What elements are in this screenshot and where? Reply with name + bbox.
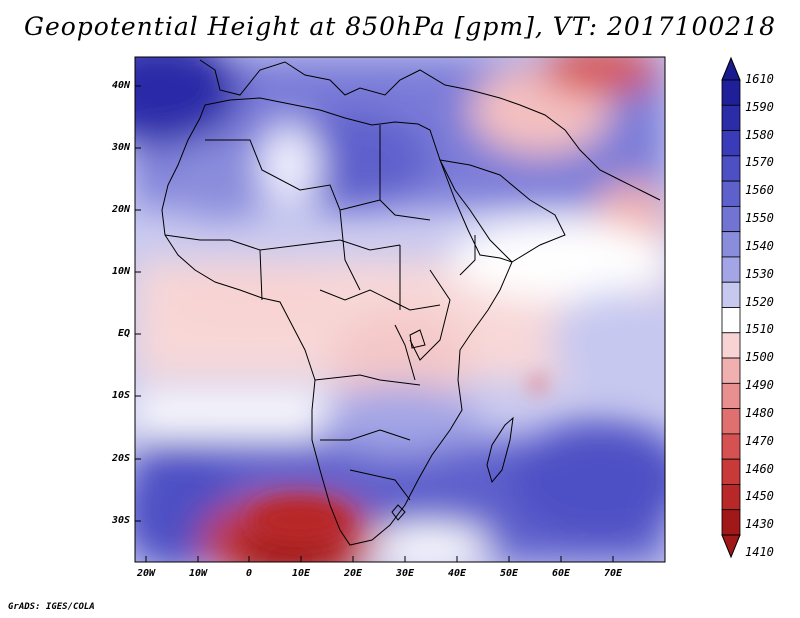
lat-label: 40N bbox=[111, 80, 130, 91]
colorbar-swatch bbox=[721, 256, 741, 283]
lat-label: EQ bbox=[117, 328, 130, 339]
colorbar-swatch bbox=[721, 79, 741, 106]
plot-frame bbox=[134, 56, 666, 563]
colorbar bbox=[721, 56, 741, 559]
lon-label: 50E bbox=[499, 568, 519, 579]
colorbar-bottom-arrow bbox=[721, 534, 741, 559]
height-field bbox=[135, 57, 665, 562]
colorbar-label: 1580 bbox=[745, 127, 774, 142]
colorbar-label: 1510 bbox=[745, 322, 774, 337]
lat-label: 10S bbox=[111, 390, 130, 401]
colorbar-top-arrow bbox=[721, 56, 741, 81]
lon-label: 0 bbox=[245, 568, 253, 579]
colorbar-swatch bbox=[721, 484, 741, 511]
colorbar-label: 1480 bbox=[745, 405, 774, 420]
colorbar-swatch bbox=[721, 458, 741, 485]
colorbar-swatch bbox=[721, 231, 741, 258]
colorbar-swatch bbox=[721, 433, 741, 460]
colorbar-label: 1520 bbox=[745, 294, 774, 309]
lat-label: 30S bbox=[111, 515, 130, 526]
colorbar-swatch bbox=[721, 205, 741, 233]
colorbar-label: 1570 bbox=[745, 155, 774, 170]
colorbar-swatch bbox=[721, 332, 741, 359]
colorbar-label: 1560 bbox=[745, 183, 774, 198]
lat-label: 10N bbox=[111, 266, 130, 277]
colorbar-label: 1430 bbox=[745, 517, 774, 532]
lon-label: 30E bbox=[395, 568, 415, 579]
colorbar-label: 1410 bbox=[745, 545, 774, 559]
colorbar-label: 1530 bbox=[745, 266, 774, 281]
lon-label: 10E bbox=[291, 568, 311, 579]
lon-label: 20E bbox=[343, 568, 363, 579]
colorbar-swatch bbox=[721, 155, 741, 182]
lon-label: 40E bbox=[447, 568, 467, 579]
map-title: Geopotential Height at 850hPa [gpm], VT:… bbox=[23, 12, 777, 41]
colorbar-label: 1610 bbox=[745, 72, 774, 86]
lat-label: 20S bbox=[111, 453, 130, 464]
coastlines bbox=[161, 59, 661, 546]
colorbar-label: 1460 bbox=[745, 461, 774, 476]
colorbar-label: 1590 bbox=[745, 99, 774, 114]
lon-label: 60E bbox=[551, 568, 571, 579]
colorbar-label: 1550 bbox=[745, 211, 774, 226]
colorbar-swatch bbox=[721, 307, 741, 334]
colorbar-swatch bbox=[721, 382, 741, 410]
colorbar-swatch bbox=[721, 180, 741, 207]
colorbar-swatch bbox=[721, 104, 741, 131]
colorbar-swatch bbox=[721, 357, 741, 384]
lat-label: 20N bbox=[111, 204, 130, 215]
colorbar-swatch bbox=[721, 281, 741, 308]
colorbar-label: 1450 bbox=[745, 489, 774, 504]
colorbar-swatch bbox=[721, 408, 741, 435]
lon-label: 70E bbox=[603, 568, 623, 579]
colorbar-label: 1490 bbox=[745, 378, 774, 393]
colorbar-label: 1540 bbox=[745, 238, 774, 253]
lon-label: 20W bbox=[136, 568, 156, 579]
colorbar-swatch bbox=[721, 130, 741, 157]
lon-label: 10W bbox=[188, 568, 208, 579]
footer-credit: GrADS: IGES/COLA bbox=[8, 602, 95, 612]
lat-label: 30N bbox=[111, 142, 130, 153]
colorbar-swatch bbox=[721, 509, 741, 536]
colorbar-label: 1470 bbox=[745, 433, 774, 448]
colorbar-label: 1500 bbox=[745, 350, 774, 365]
axis-ticks bbox=[135, 85, 614, 562]
